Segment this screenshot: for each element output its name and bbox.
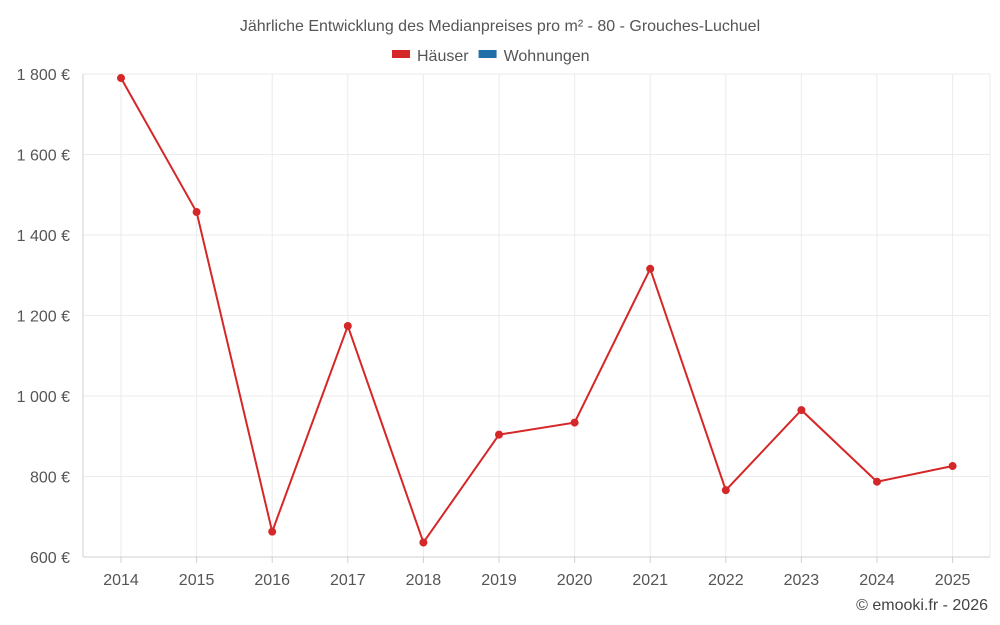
x-tick-label: 2016 [254, 572, 290, 589]
data-point[interactable] [646, 264, 655, 273]
y-tick-label: 1 600 € [17, 148, 70, 165]
legend[interactable]: Häuser Wohnungen [392, 48, 590, 65]
x-tick-label: 2015 [179, 572, 215, 589]
x-tick-label: 2021 [632, 572, 668, 589]
data-point[interactable] [117, 74, 125, 83]
legend-label: Häuser [417, 48, 469, 65]
data-point[interactable] [873, 477, 881, 486]
y-tick-label: 1 800 € [17, 67, 70, 84]
x-tick-label: 2019 [481, 572, 517, 589]
legend-item-häuser[interactable]: Häuser [392, 48, 469, 65]
x-tick-label: 2017 [330, 572, 366, 589]
legend-swatch [478, 50, 497, 58]
credit-text: © emooki.fr - 2026 [856, 597, 988, 614]
data-point[interactable] [948, 462, 957, 471]
y-tick-label: 600 € [30, 550, 70, 567]
y-tick-label: 800 € [30, 470, 70, 487]
series [117, 74, 957, 547]
data-point[interactable] [343, 321, 352, 330]
data-point[interactable] [192, 208, 201, 217]
x-tick-label: 2023 [784, 572, 820, 589]
legend-label: Wohnungen [504, 48, 590, 65]
series-line-häuser [120, 77, 953, 545]
grid [83, 73, 991, 557]
x-tick-label: 2014 [103, 572, 139, 589]
legend-item-wohnungen[interactable]: Wohnungen [478, 48, 590, 65]
chart-title: Jährliche Entwicklung des Medianpreises … [240, 18, 760, 35]
y-tick-label: 1 400 € [17, 228, 70, 245]
x-tick-label: 2024 [859, 572, 895, 589]
data-point[interactable] [419, 538, 428, 547]
x-tick-label: 2022 [708, 572, 744, 589]
data-point[interactable] [268, 527, 277, 536]
axes: 600 € 800 € 1 000 € 1 200 € 1 400 € 1 600 € 1 … [17, 67, 990, 589]
x-tick-label: 2025 [935, 572, 971, 589]
legend-swatch [392, 50, 410, 58]
y-tick-label: 1 000 € [17, 389, 70, 406]
x-tick-label: 2020 [557, 572, 593, 589]
data-point[interactable] [797, 406, 806, 415]
y-tick-label: 1 200 € [17, 309, 70, 326]
x-tick-label: 2018 [406, 572, 442, 589]
data-point[interactable] [721, 486, 730, 495]
data-point[interactable] [495, 430, 503, 439]
data-point[interactable] [570, 418, 579, 427]
